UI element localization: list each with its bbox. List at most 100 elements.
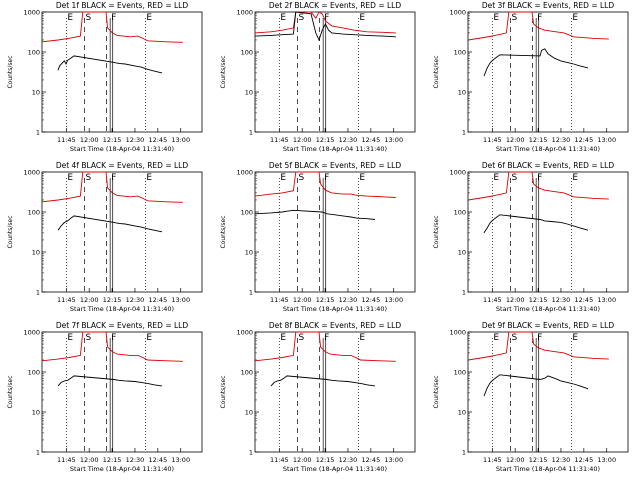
event-marker-label: E <box>572 173 578 183</box>
x-tick-label: 13:00 <box>384 296 403 304</box>
x-tick-label: 12:45 <box>574 296 593 304</box>
y-tick-label: 1000 <box>236 9 253 17</box>
x-tick-label: 11:45 <box>483 296 502 304</box>
x-tick-label: 12:15 <box>316 136 335 144</box>
y-tick-label: 100 <box>28 209 40 217</box>
x-tick-label: 12:15 <box>103 456 122 464</box>
chart-title: Det 9f BLACK = Events, RED = LLD <box>482 321 615 330</box>
y-tick-label: 1000 <box>449 9 466 17</box>
series-lld <box>41 11 183 43</box>
event-marker-label: F <box>537 13 542 23</box>
event-marker-label: F <box>111 173 116 183</box>
chart-panel-4: Det 4f BLACK = Events, RED = LLD Counts/s… <box>7 161 203 313</box>
x-tick-label: 11:45 <box>57 296 76 304</box>
x-tick-label: 12:45 <box>361 136 380 144</box>
y-tick-label: 100 <box>454 369 466 377</box>
y-tick-label: 100 <box>28 369 40 377</box>
y-tick-label: 10 <box>245 249 253 257</box>
x-tick-label: 11:45 <box>270 296 289 304</box>
y-tick-label: 10 <box>245 89 253 97</box>
x-axis-label: Start Time (18-Apr-04 11:31:40) <box>496 465 600 473</box>
x-tick-label: 12:15 <box>316 456 335 464</box>
y-tick-label: 1 <box>36 129 40 137</box>
x-tick-label: 12:15 <box>103 136 122 144</box>
series-events <box>270 375 376 387</box>
event-marker-label: F <box>324 173 329 183</box>
y-tick-label: 1000 <box>23 169 40 177</box>
x-tick-label: 11:45 <box>483 136 502 144</box>
x-tick-label: 13:00 <box>597 136 616 144</box>
x-axis-label: Start Time (18-Apr-04 11:31:40) <box>496 145 600 153</box>
y-tick-label: 1 <box>36 449 40 457</box>
chart-title: Det 3f BLACK = Events, RED = LLD <box>482 1 615 10</box>
y-axis-label: Counts/sec <box>220 215 227 248</box>
chart-title: Det 1f BLACK = Events, RED = LLD <box>56 1 189 10</box>
event-marker-label: F <box>324 13 329 23</box>
series-events <box>57 215 163 233</box>
event-marker-label: S <box>86 333 92 343</box>
event-marker-label: S <box>299 173 305 183</box>
series-events <box>254 209 376 220</box>
y-tick-label: 1000 <box>236 329 253 337</box>
x-tick-label: 11:45 <box>483 456 502 464</box>
y-axis-label: Counts/sec <box>7 215 14 248</box>
x-axis-label: Start Time (18-Apr-04 11:31:40) <box>283 465 387 473</box>
x-tick-label: 12:00 <box>293 296 312 304</box>
x-tick-label: 12:45 <box>148 296 167 304</box>
plot-frame <box>254 331 416 453</box>
x-tick-label: 12:00 <box>80 456 99 464</box>
x-tick-label: 12:00 <box>293 456 312 464</box>
y-axis-label: Counts/sec <box>7 375 14 408</box>
y-axis-label: Counts/sec <box>433 215 440 248</box>
y-tick-label: 100 <box>241 369 253 377</box>
event-marker-label: S <box>299 333 305 343</box>
x-tick-label: 12:30 <box>552 136 571 144</box>
y-tick-label: 10 <box>32 89 40 97</box>
series-events <box>57 55 163 74</box>
x-axis-label: Start Time (18-Apr-04 11:31:40) <box>70 305 174 313</box>
y-axis-label: Counts/sec <box>433 55 440 88</box>
x-tick-label: 11:45 <box>57 456 76 464</box>
x-tick-label: 12:45 <box>574 136 593 144</box>
series-events <box>483 374 589 397</box>
x-tick-label: 12:15 <box>103 296 122 304</box>
x-tick-label: 12:00 <box>80 296 99 304</box>
event-marker-label: E <box>67 173 73 183</box>
chart-title: Det 8f BLACK = Events, RED = LLD <box>269 321 402 330</box>
plot-frame <box>467 331 629 453</box>
y-tick-label: 1 <box>36 289 40 297</box>
y-tick-label: 1 <box>462 129 466 137</box>
series-lld <box>254 11 396 34</box>
x-tick-label: 12:30 <box>126 296 145 304</box>
series-lld <box>467 331 609 361</box>
x-tick-label: 12:30 <box>339 136 358 144</box>
x-tick-label: 13:00 <box>171 296 190 304</box>
series-events <box>483 214 589 234</box>
event-marker-label: F <box>537 173 542 183</box>
x-tick-label: 12:00 <box>293 136 312 144</box>
x-tick-label: 12:30 <box>126 456 145 464</box>
event-marker-label: F <box>111 13 116 23</box>
y-axis-label: Counts/sec <box>220 375 227 408</box>
chart-panel-5: Det 5f BLACK = Events, RED = LLD Counts/s… <box>220 161 416 313</box>
series-lld <box>254 171 396 198</box>
y-tick-label: 1 <box>462 449 466 457</box>
event-marker-label: E <box>146 13 152 23</box>
event-marker-label: E <box>359 173 365 183</box>
x-axis-label: Start Time (18-Apr-04 11:31:40) <box>70 145 174 153</box>
y-tick-label: 1 <box>249 289 253 297</box>
x-tick-label: 13:00 <box>384 136 403 144</box>
event-marker-label: E <box>359 13 365 23</box>
y-tick-label: 1000 <box>449 169 466 177</box>
chart-panel-2: Det 2f BLACK = Events, RED = LLD Counts/s… <box>220 1 416 153</box>
plot-frame <box>467 11 629 133</box>
series-events <box>254 11 396 42</box>
plot-frame <box>467 171 629 293</box>
chart-title: Det 2f BLACK = Events, RED = LLD <box>269 1 402 10</box>
chart-panel-7: Det 7f BLACK = Events, RED = LLD Counts/s… <box>7 321 203 473</box>
x-tick-label: 12:00 <box>506 136 525 144</box>
x-tick-label: 12:30 <box>339 296 358 304</box>
y-tick-label: 100 <box>454 49 466 57</box>
chart-title: Det 5f BLACK = Events, RED = LLD <box>269 161 402 170</box>
chart-title: Det 6f BLACK = Events, RED = LLD <box>482 161 615 170</box>
